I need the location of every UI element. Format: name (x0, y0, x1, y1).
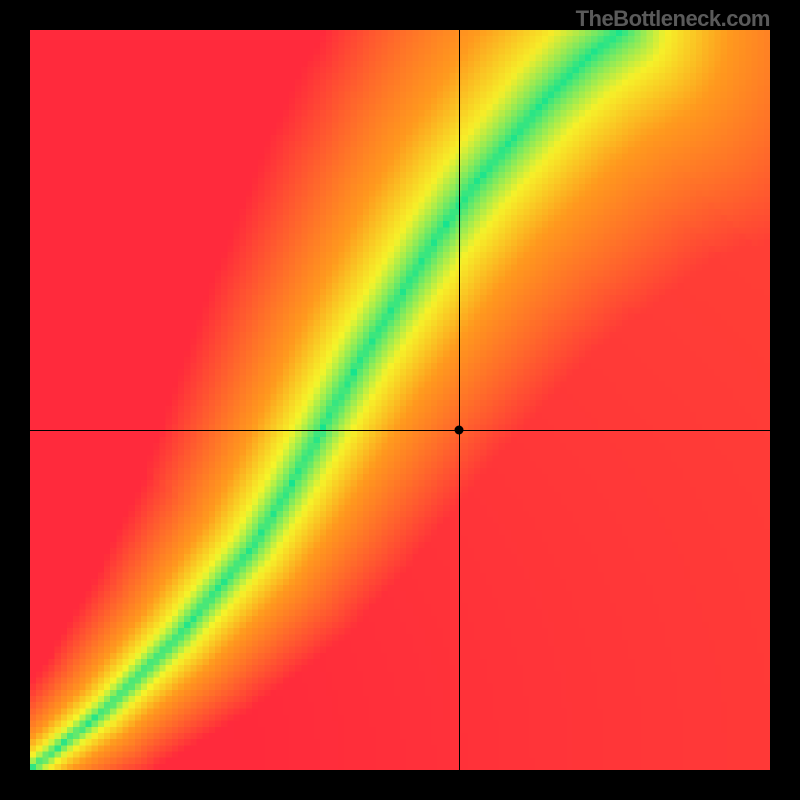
watermark-text: TheBottleneck.com (576, 6, 770, 32)
crosshair-horizontal (30, 430, 770, 431)
heatmap-canvas (30, 30, 770, 770)
plot-area (30, 30, 770, 770)
figure-container: TheBottleneck.com (0, 0, 800, 800)
crosshair-marker (455, 425, 464, 434)
crosshair-vertical (459, 30, 460, 770)
